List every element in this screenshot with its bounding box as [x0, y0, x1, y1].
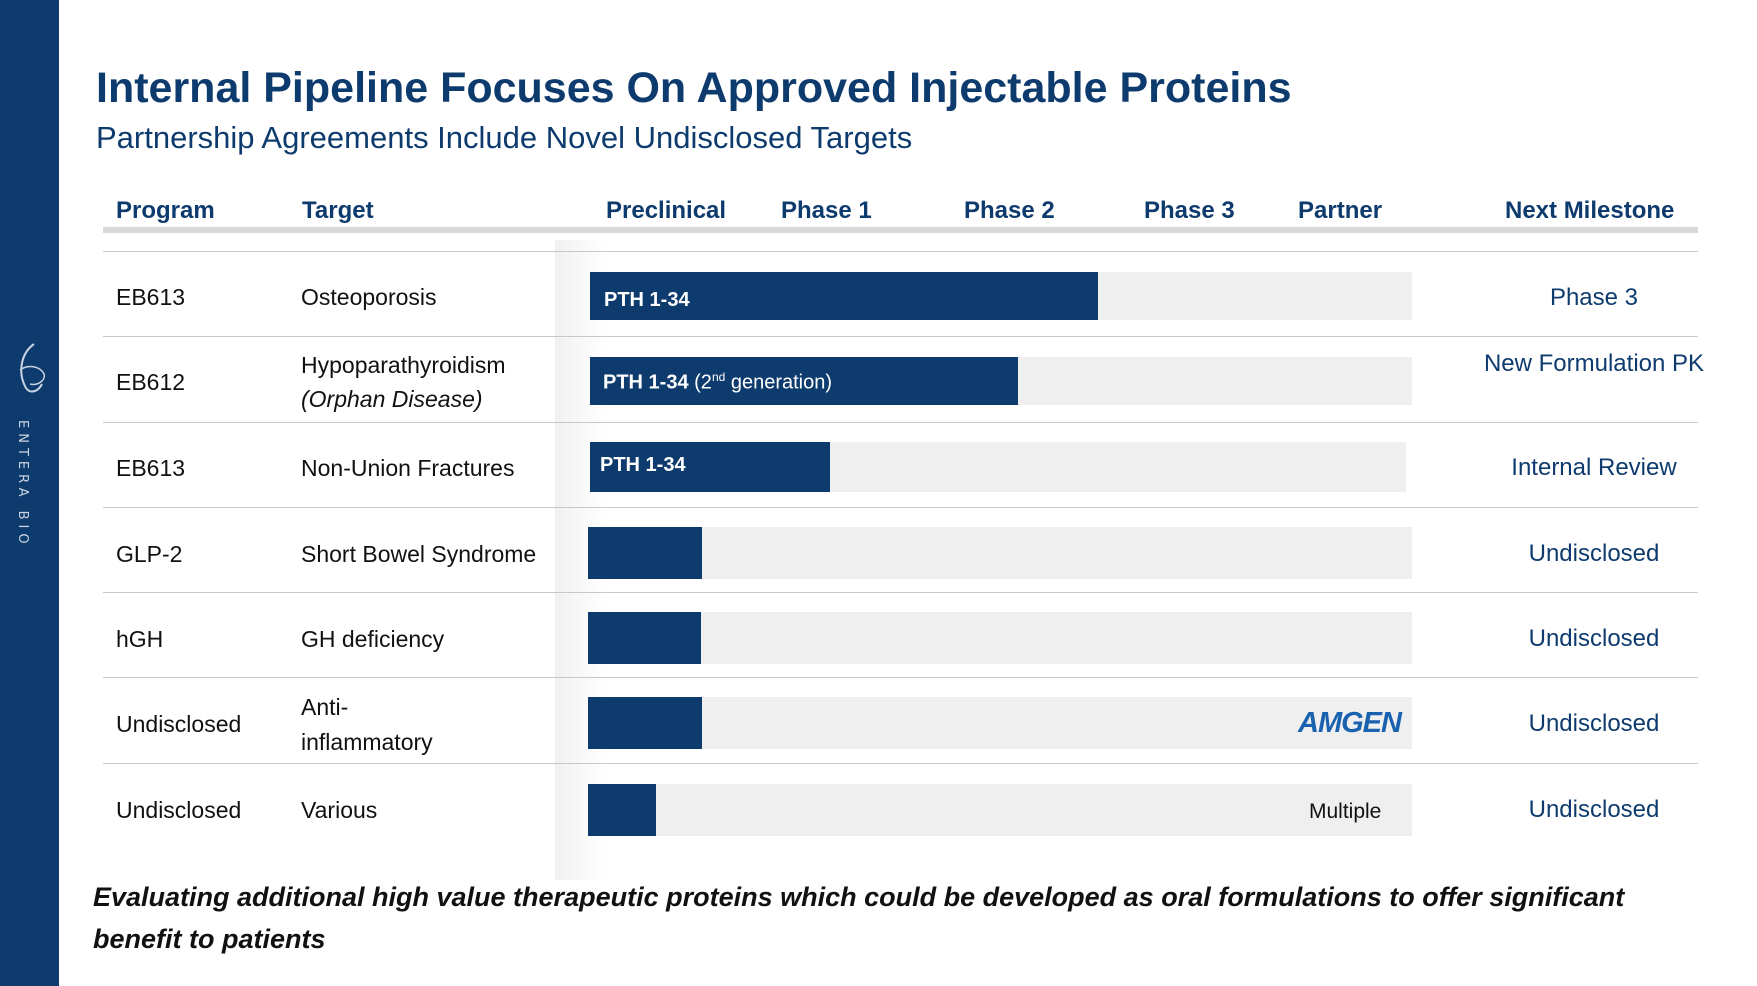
header-next-milestone: Next Milestone: [1505, 197, 1675, 224]
pipeline-progress-bar: [590, 272, 1098, 320]
milestone-cell: Undisclosed: [1528, 796, 1660, 823]
row-divider: [103, 422, 1698, 423]
brand-name: ENTERA BIO: [15, 420, 30, 549]
target-note: inflammatory: [301, 729, 433, 755]
milestone-cell: Undisclosed: [1528, 710, 1660, 737]
target-cell: Non-Union Fractures: [301, 455, 515, 481]
header-divider: [103, 227, 1698, 233]
pipeline-progress-bar: [590, 357, 1018, 405]
row-divider: [103, 507, 1698, 508]
program-cell: EB613: [116, 455, 186, 481]
target-note: (Orphan Disease): [301, 386, 483, 412]
program-cell: Undisclosed: [116, 711, 242, 737]
pipeline-track: [588, 697, 1412, 749]
header-target: Target: [302, 197, 374, 224]
target-cell: Hypoparathyroidism: [301, 352, 506, 378]
target-cell: GH deficiency: [301, 626, 445, 652]
row-divider: [103, 336, 1698, 337]
pipeline-progress-bar: [588, 784, 656, 836]
header-partner: Partner: [1298, 197, 1383, 224]
bar-label: PTH 1-34: [600, 454, 686, 476]
header-phase-3: Phase 3: [1144, 197, 1235, 224]
milestone-cell: Phase 3: [1549, 284, 1639, 311]
row-divider: [103, 677, 1698, 678]
page-title: Internal Pipeline Focuses On Approved In…: [96, 64, 1292, 112]
row-divider: [103, 763, 1698, 764]
pipeline-track: [588, 784, 1412, 836]
pipeline-progress-bar: [588, 527, 702, 579]
page-subtitle: Partnership Agreements Include Novel Und…: [96, 120, 913, 155]
sidebar: ENTERA BIO: [0, 0, 59, 986]
header-phase-1: Phase 1: [781, 197, 872, 224]
row-divider: [103, 251, 1698, 252]
pipeline-progress-bar: [590, 442, 830, 492]
program-cell: EB613: [116, 284, 186, 310]
footer-note: Evaluating additional high value therape…: [93, 882, 1625, 954]
target-cell: Osteoporosis: [301, 284, 437, 310]
target-cell: Short Bowel Syndrome: [301, 541, 537, 567]
program-cell: EB612: [116, 369, 186, 395]
program-cell: Undisclosed: [116, 797, 242, 823]
amgen-logo: AMGEN: [1298, 707, 1402, 739]
pipeline-progress-bar: [588, 697, 702, 749]
pipeline-progress-bar: [588, 612, 701, 664]
header-preclinical: Preclinical: [606, 197, 727, 224]
milestone-cell: Internal Review: [1511, 454, 1677, 481]
pipeline-track: [588, 612, 1412, 664]
program-cell: hGH: [116, 626, 164, 652]
milestone-cell: Undisclosed: [1528, 540, 1660, 567]
header-phase-2: Phase 2: [964, 197, 1055, 224]
pipeline-track: [588, 527, 1412, 579]
header-program: Program: [116, 197, 215, 224]
target-cell: Various: [301, 797, 378, 823]
target-cell: Anti-: [301, 694, 349, 720]
row-divider: [103, 592, 1698, 593]
bar-label: PTH 1-34: [604, 289, 690, 311]
milestone-cell: New Formulation PK: [1483, 350, 1705, 377]
bar-label: PTH 1-34 (2nd generation): [603, 370, 833, 394]
partner-multiple: Multiple: [1309, 800, 1382, 823]
milestone-cell: Undisclosed: [1528, 625, 1660, 652]
entera-logo-icon: [19, 343, 46, 393]
program-cell: GLP-2: [116, 541, 183, 567]
